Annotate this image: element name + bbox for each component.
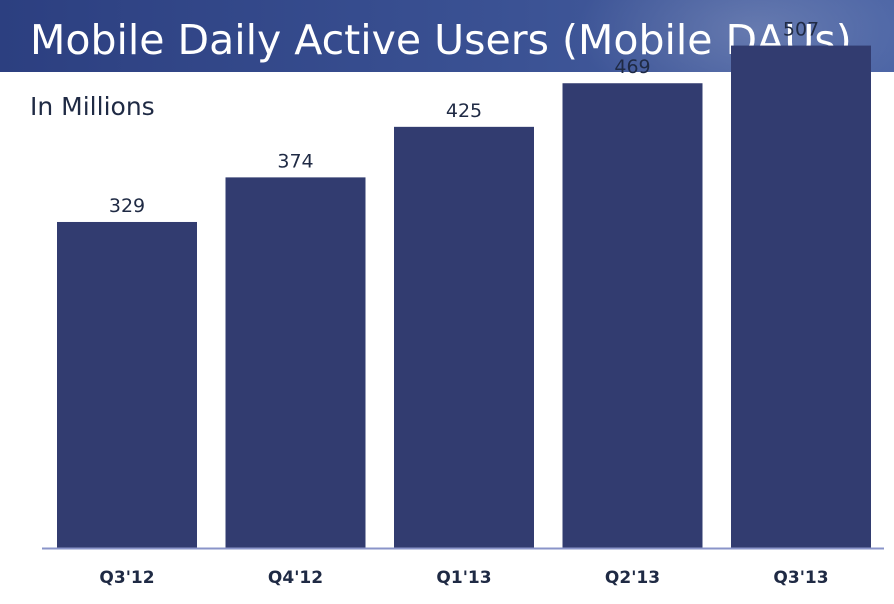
- chart-subtitle: In Millions: [30, 92, 155, 121]
- data-label-0: 329: [109, 195, 145, 217]
- category-label-0: Q3'12: [99, 568, 154, 588]
- title-banner: Mobile Daily Active Users (Mobile DAUs): [0, 0, 894, 72]
- data-label-1: 374: [277, 150, 313, 172]
- category-label-4: Q3'13: [773, 568, 828, 588]
- data-label-2: 425: [446, 100, 482, 122]
- category-label-2: Q1'13: [436, 568, 491, 588]
- category-label-1: Q4'12: [268, 568, 323, 588]
- bar-1: [225, 177, 366, 548]
- bar-2: [394, 126, 534, 548]
- bar-3: [562, 83, 703, 548]
- category-label-3: Q2'13: [605, 568, 660, 588]
- bar-0: [57, 221, 197, 549]
- bar-4: [731, 45, 871, 549]
- data-label-3: 469: [614, 56, 650, 78]
- data-label-4: 507: [783, 19, 819, 41]
